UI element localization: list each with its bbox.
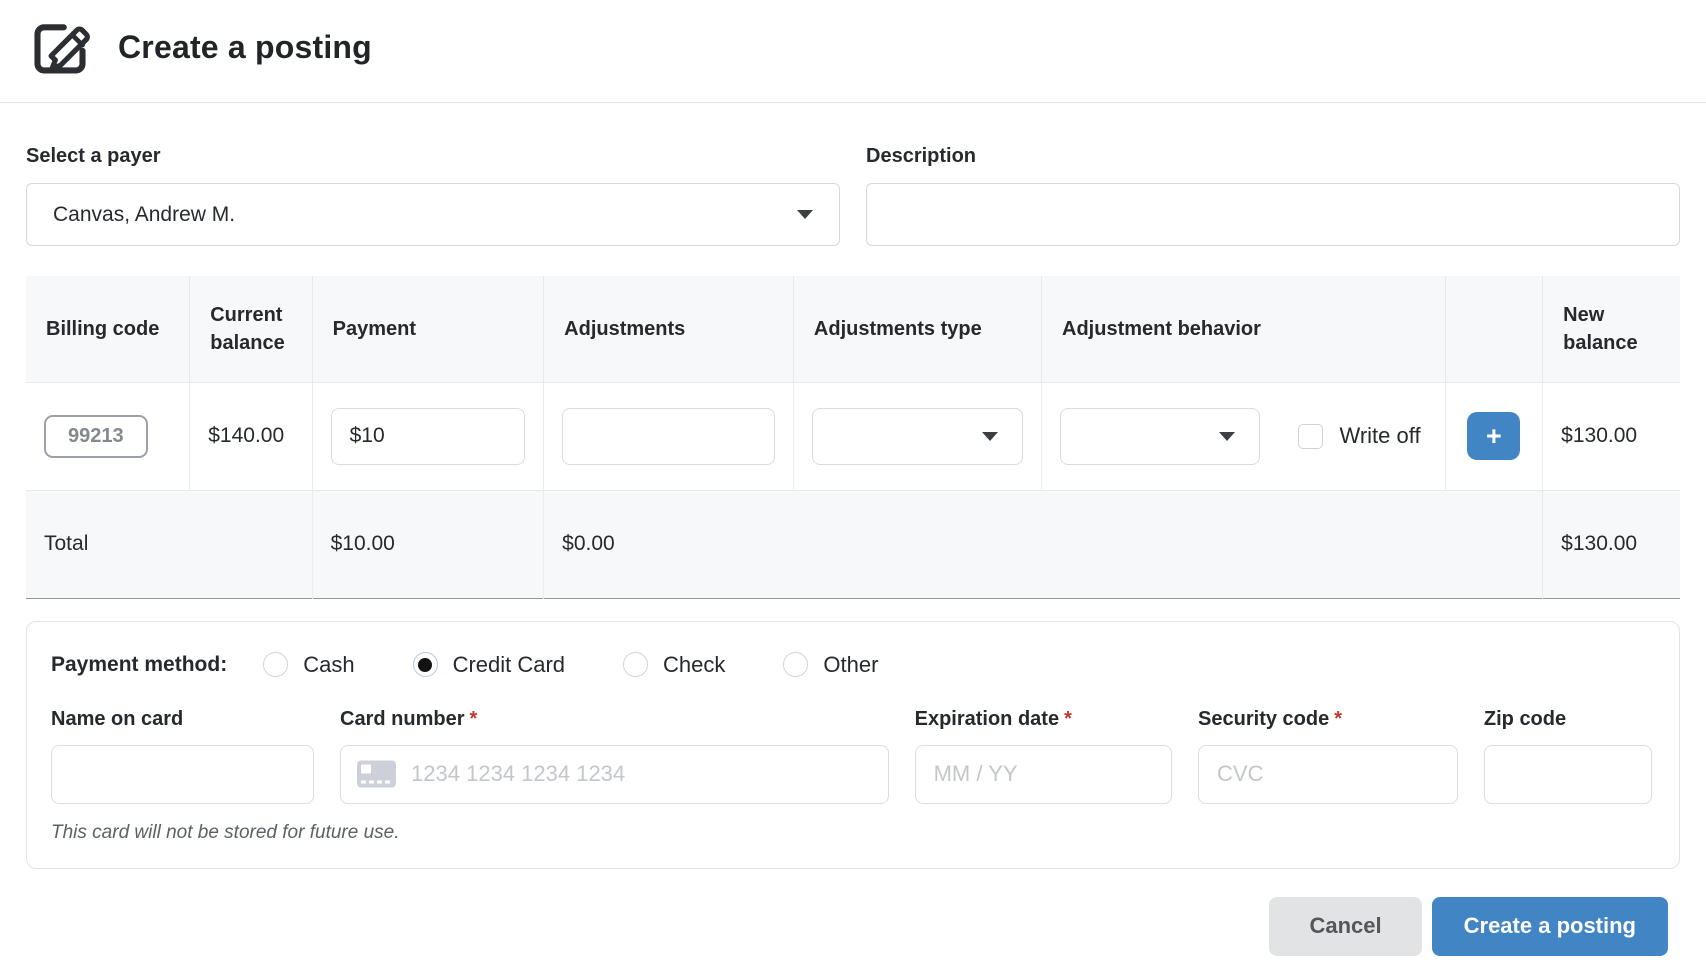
payer-select[interactable]: Canvas, Andrew M. bbox=[26, 183, 840, 246]
table-header-row: Billing code Current balance Payment Adj… bbox=[26, 276, 1680, 382]
write-off-checkbox[interactable] bbox=[1298, 423, 1324, 449]
billing-code-badge: 99213 bbox=[44, 414, 148, 458]
security-code-field: Security code * bbox=[1198, 708, 1458, 804]
payment-input[interactable] bbox=[330, 407, 526, 465]
payment-panel: Payment method: Cash Credit Card Check O… bbox=[26, 620, 1680, 869]
adjustments-input[interactable] bbox=[562, 407, 775, 465]
chevron-down-icon bbox=[982, 431, 999, 441]
radio-circle-icon bbox=[783, 652, 809, 677]
payer-label: Select a payer bbox=[26, 145, 161, 167]
adjustments-cell bbox=[543, 381, 794, 490]
col-actions bbox=[1445, 276, 1544, 382]
total-new-balance-cell: $130.00 bbox=[1542, 489, 1680, 598]
name-on-card-field: Name on card bbox=[51, 707, 315, 804]
col-adjustments: Adjustments bbox=[543, 276, 794, 382]
radio-check[interactable]: Check bbox=[623, 652, 725, 678]
card-number-field: Card number * bbox=[340, 708, 889, 804]
payment-method-label: Payment method: bbox=[51, 652, 228, 676]
col-adjustment-behavior: Adjustment behavior bbox=[1041, 276, 1446, 382]
radio-other[interactable]: Other bbox=[783, 652, 878, 678]
card-fields-row: Name on card Card number* Expiration dat… bbox=[51, 708, 1655, 804]
credit-card-icon bbox=[357, 760, 397, 788]
description-input[interactable] bbox=[866, 183, 1680, 246]
top-fields-row: Select a payer Canvas, Andrew M. Descrip… bbox=[26, 145, 1680, 246]
name-on-card-input[interactable] bbox=[51, 744, 315, 804]
adjustments-type-select[interactable] bbox=[811, 407, 1024, 465]
col-adjustments-type: Adjustments type bbox=[793, 276, 1043, 382]
adjustment-behavior-select[interactable] bbox=[1060, 407, 1261, 465]
chevron-down-icon bbox=[797, 210, 813, 219]
description-label: Description bbox=[866, 145, 977, 167]
zip-code-input[interactable] bbox=[1483, 744, 1653, 804]
add-row-button[interactable]: + bbox=[1467, 412, 1521, 460]
adjustment-behavior-cell: Write off bbox=[1041, 381, 1446, 490]
expiration-date-field: Expiration date * bbox=[914, 707, 1173, 804]
col-billing-code: Billing code bbox=[26, 276, 191, 382]
chevron-down-icon bbox=[1219, 431, 1236, 441]
page-header: Create a posting bbox=[0, 0, 1706, 103]
card-number-label: Card number * bbox=[340, 707, 478, 730]
radio-circle-icon bbox=[623, 652, 649, 677]
total-adjustments-cell: $0.00 bbox=[543, 489, 1543, 598]
total-label-cell: Total bbox=[26, 489, 313, 598]
payment-method-row: Payment method: Cash Credit Card Check O… bbox=[51, 652, 1655, 678]
footer-actions: Cancel Create a posting bbox=[26, 896, 1680, 956]
radio-cash[interactable]: Cash bbox=[263, 652, 355, 678]
security-code-input[interactable] bbox=[1198, 744, 1458, 804]
card-storage-note: This card will not be stored for future … bbox=[51, 821, 400, 843]
write-off-label: Write off bbox=[1339, 423, 1421, 448]
cancel-button[interactable]: Cancel bbox=[1269, 896, 1422, 956]
zip-code-field: Zip code bbox=[1483, 707, 1653, 804]
expiration-date-label: Expiration date * bbox=[914, 707, 1072, 730]
payment-cell bbox=[312, 381, 545, 490]
create-posting-button[interactable]: Create a posting bbox=[1431, 896, 1668, 956]
total-row: Total $10.00 $0.00 $130.00 bbox=[26, 489, 1680, 598]
billing-code-cell: 99213 bbox=[26, 381, 191, 490]
edit-pencil-icon bbox=[34, 24, 90, 74]
add-row-cell: + bbox=[1445, 381, 1544, 490]
current-balance-cell: $140.00 bbox=[189, 381, 313, 490]
adjustments-type-cell bbox=[793, 381, 1043, 490]
security-code-label: Security code * bbox=[1198, 707, 1343, 730]
required-asterisk: * bbox=[469, 707, 478, 730]
payer-selected-value: Canvas, Andrew M. bbox=[53, 202, 236, 226]
card-number-input[interactable] bbox=[340, 744, 889, 804]
expiration-date-input[interactable] bbox=[914, 744, 1173, 804]
form-content: Select a payer Canvas, Andrew M. Descrip… bbox=[0, 103, 1706, 956]
required-asterisk: * bbox=[1334, 707, 1343, 730]
table-row: 99213 $140.00 bbox=[26, 381, 1680, 490]
radio-circle-icon bbox=[263, 652, 289, 677]
posting-table: Billing code Current balance Payment Adj… bbox=[26, 276, 1680, 599]
col-payment: Payment bbox=[312, 276, 545, 382]
write-off-group: Write off bbox=[1298, 423, 1426, 449]
name-on-card-label: Name on card bbox=[51, 707, 184, 730]
new-balance-cell: $130.00 bbox=[1542, 381, 1680, 490]
radio-circle-icon bbox=[412, 652, 438, 677]
payer-field: Select a payer Canvas, Andrew M. bbox=[26, 145, 840, 246]
col-current-balance: Current balance bbox=[189, 276, 313, 382]
description-field: Description bbox=[866, 145, 1680, 246]
required-asterisk: * bbox=[1064, 707, 1072, 730]
total-payment-cell: $10.00 bbox=[312, 489, 545, 598]
radio-credit-card[interactable]: Credit Card bbox=[412, 652, 565, 678]
col-new-balance: New balance bbox=[1542, 276, 1680, 382]
zip-code-label: Zip code bbox=[1483, 707, 1567, 730]
page-title: Create a posting bbox=[118, 28, 372, 65]
